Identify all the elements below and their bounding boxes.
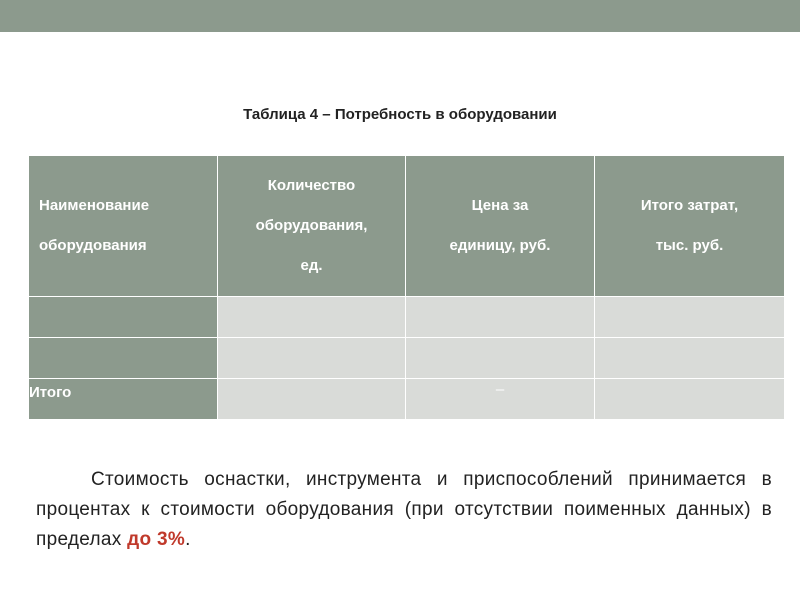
header-price: Цена за единицу, руб. <box>405 155 595 297</box>
header-total-cost: Итого затрат, тыс. руб. <box>594 155 785 297</box>
total-label: Итого <box>28 378 218 420</box>
table-cell <box>594 296 785 338</box>
table-cell <box>594 378 785 420</box>
table-cell <box>217 378 406 420</box>
paragraph-text: Стоимость оснастки, инструмента и приспо… <box>36 469 772 550</box>
table-row <box>28 296 785 338</box>
paragraph-end: . <box>185 529 191 550</box>
table-header-row: Наименование оборудования Количество обо… <box>28 155 785 297</box>
table-caption: Таблица 4 – Потребность в оборудовании <box>243 106 557 123</box>
table-cell <box>217 337 406 379</box>
top-banner <box>0 0 800 32</box>
table-cell <box>594 337 785 379</box>
total-price-dash: – <box>405 378 595 420</box>
table-row <box>28 337 785 379</box>
table-cell <box>28 337 218 379</box>
equipment-table: Наименование оборудования Количество обо… <box>28 155 785 420</box>
table-cell <box>28 296 218 338</box>
table-cell <box>405 337 595 379</box>
header-quantity: Количество оборудования, ед. <box>217 155 406 297</box>
table-cell <box>405 296 595 338</box>
tooling-cost-paragraph: Стоимость оснастки, инструмента и приспо… <box>36 465 772 555</box>
table-cell <box>217 296 406 338</box>
header-name: Наименование оборудования <box>28 155 218 297</box>
percent-highlight: до 3% <box>127 529 186 550</box>
total-row: Итого – <box>28 378 785 420</box>
